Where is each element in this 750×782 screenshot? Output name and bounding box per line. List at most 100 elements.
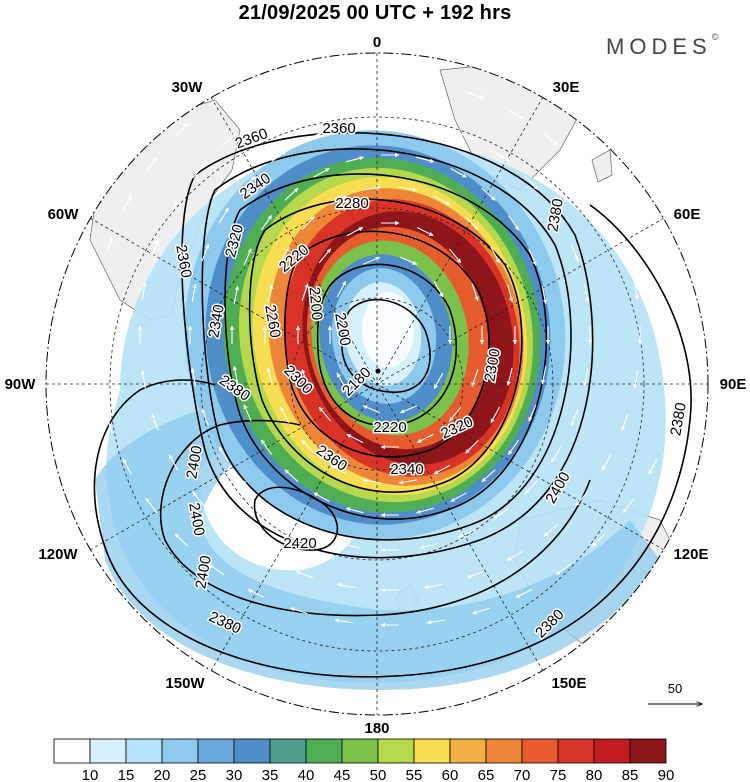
wind-arrow-182	[648, 195, 658, 212]
brand-logo: MODES©	[606, 32, 718, 60]
wind-arrow-58	[313, 492, 330, 502]
lon-label-90w: 90W	[5, 376, 37, 393]
wind-arrow-86	[341, 542, 360, 549]
colorbar-label-65: 65	[478, 767, 495, 782]
colorbar-label-50: 50	[370, 767, 387, 782]
wind-arrow-154	[426, 619, 446, 625]
wind-arrow-65	[243, 248, 252, 266]
colorbar-swatch-10	[377, 738, 415, 764]
wind-arrow-125	[151, 413, 159, 431]
wind-arrow-104	[493, 150, 509, 162]
wind-arrow-144	[634, 281, 640, 301]
wind-arrow-53	[481, 469, 496, 483]
contour-label-14: 2200	[306, 286, 326, 321]
wind-arrow-105	[524, 176, 539, 190]
wind-arrow-89	[241, 480, 256, 494]
wind-arrow-115	[506, 550, 524, 561]
wind-arrow-61	[243, 404, 252, 422]
wind-arrow-166	[96, 280, 102, 299]
wind-arrow-152	[515, 588, 533, 598]
wind-arrow-62	[232, 365, 239, 385]
wind-arrow-30	[465, 440, 479, 454]
colorbar-label-10: 10	[82, 767, 99, 782]
wind-arrow-74	[507, 215, 520, 231]
contour-2400	[159, 419, 591, 617]
contour-label-2: 2360	[322, 120, 355, 137]
parallel-3	[109, 116, 645, 652]
wind-arrow-148	[648, 458, 658, 475]
lon-label-120w: 120W	[38, 546, 78, 563]
wind-arrow-163	[105, 415, 113, 434]
wind-arrow-106	[551, 207, 562, 224]
lon-label-120e: 120E	[673, 546, 708, 563]
contour-2360	[181, 131, 594, 559]
wind-arrow-92	[190, 367, 197, 386]
wind-arrow-5	[336, 372, 347, 389]
wind-arrow-2	[433, 372, 444, 390]
wind-arrow-116	[466, 570, 485, 579]
colorbar-label-35: 35	[262, 767, 279, 782]
reference-vector: 50	[648, 681, 702, 704]
colorbar-swatch-9	[341, 738, 379, 764]
colorbar-swatch-7	[269, 738, 307, 764]
wind-arrow-94	[191, 283, 197, 303]
colorbar-swatch-4	[161, 738, 199, 764]
wind-arrow-26	[471, 283, 479, 302]
colorbar-label-90: 90	[658, 767, 675, 782]
wind-arrow-117	[424, 583, 443, 590]
lon-label-150e: 150E	[551, 675, 586, 692]
wind-arrow-88	[271, 508, 287, 520]
wind-arrow-171	[208, 94, 225, 107]
wind-arrow-12	[471, 369, 479, 387]
wind-arrow-71	[416, 156, 435, 163]
wind-arrow-130	[168, 199, 179, 216]
colorbar-label-70: 70	[514, 767, 531, 782]
contour-2380-outer	[93, 204, 692, 678]
contour-2340	[201, 148, 572, 541]
wind-arrow-59	[284, 469, 299, 483]
wind-arrow-25	[448, 248, 462, 264]
wind-arrow-4	[362, 405, 380, 414]
colorbar-swatch-11	[413, 738, 451, 764]
wind-arrow-100	[342, 120, 361, 127]
wind-arrow-64	[233, 285, 240, 304]
shade-lower-band	[95, 394, 660, 690]
wind-arrow-3	[399, 405, 418, 414]
colorbar-label-60: 60	[442, 767, 459, 782]
contour-label-15: 2220	[373, 419, 406, 436]
wind-arrow-46	[465, 216, 479, 230]
wind-arrow-41	[301, 216, 315, 230]
contour-label-22: 2400	[192, 554, 215, 590]
contour-2300	[224, 173, 548, 520]
wind-arrow-17	[318, 406, 332, 422]
wind-arrow-42	[329, 195, 347, 206]
wind-arrow-169	[145, 156, 158, 173]
reference-vector-label: 50	[668, 681, 682, 696]
wind-arrow-167	[106, 236, 114, 255]
wind-arrow-110	[633, 370, 639, 389]
colorbar: 10 15 20 25 30 35 40 45 50 55 60 65 70 75 80 85 90	[53, 738, 675, 782]
wind-arrow-97	[241, 176, 256, 190]
colorbar-label-25: 25	[190, 767, 207, 782]
wind-arrow-149	[622, 497, 635, 514]
wind-arrow-184	[679, 280, 685, 299]
meridian-120	[89, 217, 665, 551]
contour-label-18: 2340	[390, 461, 423, 478]
jet-stream-rings	[184, 130, 566, 540]
wind-arrow-55	[415, 507, 435, 514]
colorbar-label-45: 45	[334, 767, 351, 782]
wind-arrow-68	[313, 168, 330, 178]
wind-arrow-95	[201, 243, 210, 262]
wind-arrow-13	[448, 406, 462, 422]
wind-arrow-98	[271, 150, 287, 162]
wind-arrow-73	[481, 187, 496, 201]
wind-arrow-162	[122, 458, 132, 475]
wind-arrow-126	[140, 369, 146, 389]
wind-arrow-43	[363, 185, 382, 191]
wind-arrow-160	[174, 533, 189, 547]
lon-label-30e: 30E	[553, 79, 580, 96]
wind-arrow-51	[528, 404, 537, 422]
wind-arrow-108	[583, 284, 590, 303]
wind-arrow-112	[601, 454, 612, 471]
